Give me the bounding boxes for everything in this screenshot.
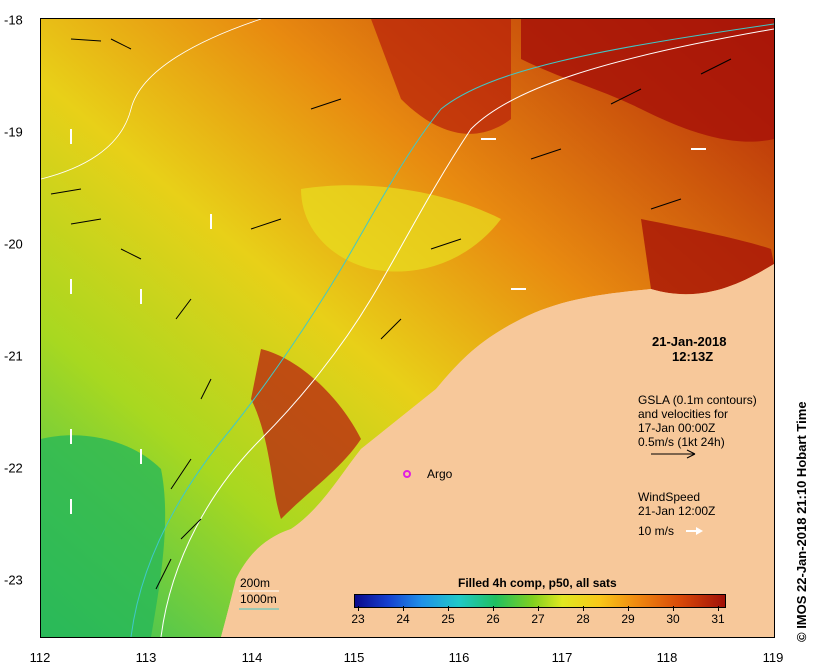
credit-text: © IMOS 22-Jan-2018 21:10 Hobart Time [794,401,809,642]
warm-patch [521,19,774,142]
colorbar-tick-mark [538,606,539,611]
gsla-line: GSLA (0.1m contours) [638,393,757,407]
x-tick: 114 [241,650,263,665]
map-time: 12:13Z [672,349,714,364]
x-tick: 115 [343,650,365,665]
warm-patch [371,19,511,134]
x-tick: 112 [29,650,51,665]
y-tick: -21 [4,348,23,364]
yellow-patch [301,185,501,272]
wind-line: 21-Jan 12:00Z [638,504,716,518]
y-tick: -23 [4,572,23,588]
argo-marker [403,470,411,478]
colorbar-tick-label: 24 [396,612,410,626]
colorbar-tick-label: 27 [531,612,545,626]
sst-field [41,19,774,637]
colorbar-tick-label: 30 [666,612,680,626]
gsla-line: 17-Jan 00:00Z [638,421,716,435]
land-mass [221,264,774,637]
gsla-line: 0.5m/s (1kt 24h) [638,435,725,449]
warm-patch [251,349,361,519]
colorbar-tick-mark [448,606,449,611]
colorbar-tick-label: 28 [576,612,590,626]
y-tick: -19 [4,124,23,140]
colorbar-tick-label: 29 [621,612,635,626]
x-tick: 119 [762,650,784,665]
depth-legend-1000m: 1000m [240,592,277,606]
argo-label: Argo [427,467,453,481]
gsla-line: and velocities for [638,407,729,421]
colorbar-tick-mark [673,606,674,611]
wind-arrows [70,129,706,514]
depth-legend-200m: 200m [240,576,271,590]
colorbar-title: Filled 4h comp, p50, all sats [458,576,617,590]
wind-line: WindSpeed [638,490,701,504]
wind-line: 10 m/s [638,524,675,538]
colorbar-tick-mark [628,606,629,611]
contour-200m [160,28,774,637]
colorbar-tick-label: 23 [351,612,365,626]
colorbar-tick-mark [583,606,584,611]
colorbar-tick-mark [718,606,719,611]
velocity-arrows [50,38,732,590]
sst-map [40,18,775,638]
x-tick: 116 [448,650,470,665]
x-tick: 113 [135,650,157,665]
colorbar-tick-mark [493,606,494,611]
colorbar-tick-label: 26 [486,612,500,626]
colorbar-tick-mark [403,606,404,611]
map-date: 21-Jan-2018 [652,334,727,349]
colorbar-tick-label: 25 [441,612,455,626]
cool-patch [41,435,166,637]
x-tick: 117 [551,650,573,665]
y-tick: -18 [4,12,23,28]
warm-patch [641,219,774,295]
contour-1000m [130,23,774,637]
y-tick: -20 [4,236,23,252]
y-tick: -22 [4,460,23,476]
colorbar-tick-mark [358,606,359,611]
colorbar [354,594,726,608]
colorbar-tick-label: 31 [711,612,725,626]
x-tick: 118 [656,650,678,665]
contour-gsla [41,19,262,180]
